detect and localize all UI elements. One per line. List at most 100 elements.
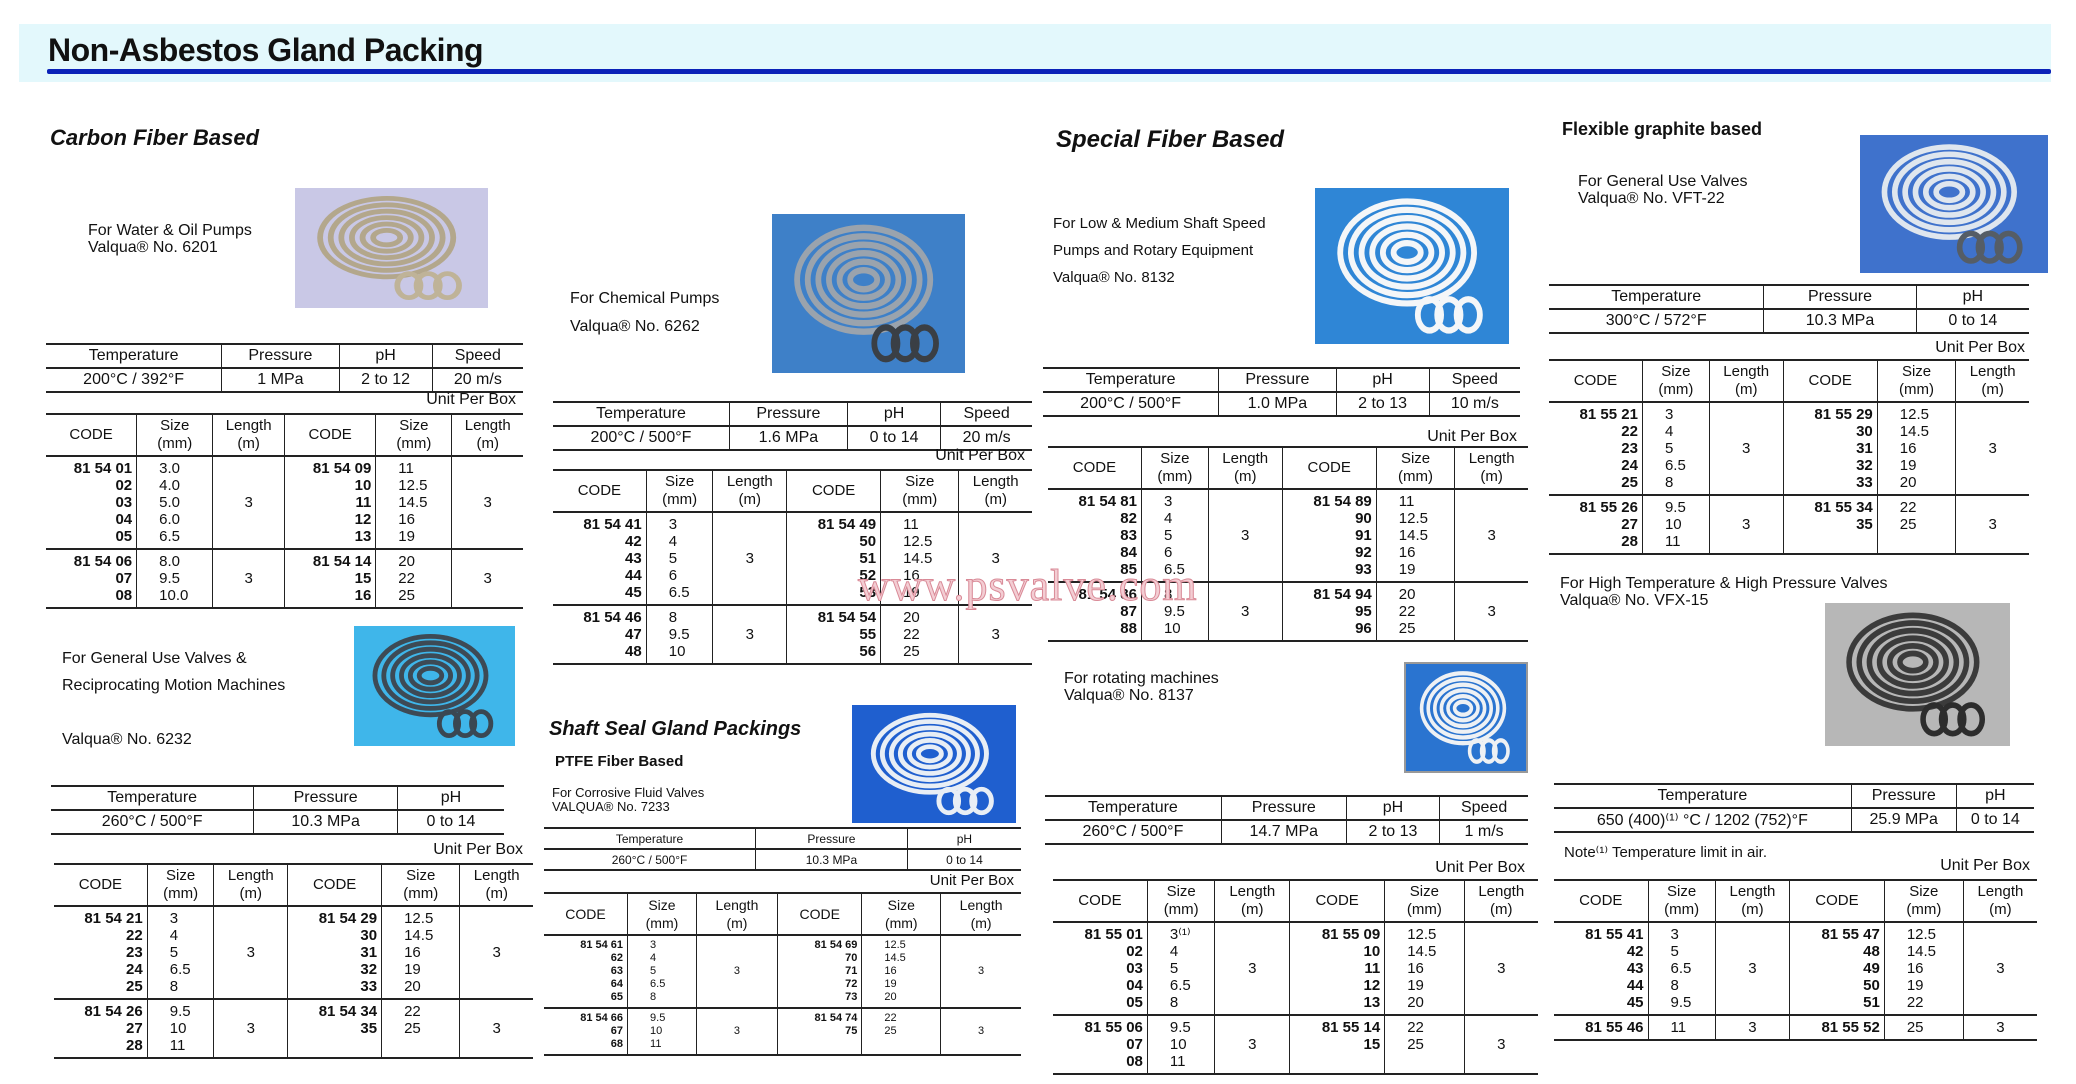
packing-coil [1866, 627, 1960, 697]
product-codes: 81 55 21 22 23 24 25 [1549, 402, 1643, 496]
packing-coil [1856, 620, 1970, 705]
packing-coil [1886, 643, 1939, 682]
column-header: Length (m) [451, 413, 523, 457]
sizes-mm: 11 [1647, 1015, 1716, 1041]
length-m: 3 [712, 605, 787, 665]
spec-header: Temperature [544, 827, 756, 850]
packing-coil [906, 738, 953, 770]
column-header: Size (mm) [1647, 879, 1716, 923]
spec-value: 260°C / 500°F [544, 849, 756, 871]
spec-value: 2 to 12 [338, 368, 433, 393]
column-header: Size (mm) [1384, 879, 1465, 923]
product-codes: 81 54 54 55 56 [786, 605, 881, 665]
packing-ring [394, 271, 424, 300]
packing-coil [1379, 231, 1435, 274]
spec-header: Pressure [1850, 783, 1957, 809]
sizes-mm: 3 5 6.5 8 9.5 [1647, 922, 1716, 1016]
product-codes: 81 54 06 07 08 [46, 549, 137, 609]
table-row: 81 55 41 42 43 44 45 3 5 6.5 8 9.5 3 81 55 … [1554, 922, 2037, 1016]
sizes-mm: 8 9.5 10 [1140, 582, 1209, 642]
column-header: Size (mm) [1876, 359, 1956, 403]
packing-ring [1975, 230, 2004, 264]
product-description-8137: For rotating machines Valqua® No. 8137 [1064, 670, 1219, 704]
spec-value: 10 m/s [1428, 392, 1520, 417]
length-m: 3 [1708, 495, 1784, 555]
product-image-vft-22 [1860, 135, 2048, 273]
packing-coil [399, 653, 462, 698]
packing-coil [390, 646, 471, 705]
spec-header: Pressure [728, 401, 848, 427]
spec-header-row: Temperature Pressure pH Speed [46, 343, 523, 369]
packing-photo [354, 626, 515, 746]
sizes-mm: 9.5 10 11 [1146, 1015, 1215, 1075]
packing-coil [815, 241, 912, 318]
product-image-8132 [1315, 188, 1509, 344]
photo-background [295, 188, 488, 308]
sizes-mm: 8 9.5 10 [645, 605, 713, 665]
photo-background [1860, 135, 2048, 273]
spec-value: 650 (400)⁽¹⁾ °C / 1202 (752)°F [1554, 808, 1852, 833]
product-image-6201 [295, 188, 488, 308]
code-table-vfx-15: CODE Size (mm) Length (m) CODE Size (mm) Leng… [1554, 879, 2037, 1041]
length-m: 3 [940, 935, 1021, 1009]
product-codes: 81 55 34 35 [1782, 495, 1878, 555]
column-header: Length (m) [1955, 359, 2029, 403]
spec-value: 20 m/s [431, 368, 523, 393]
column-header: Length (m) [212, 413, 285, 457]
spec-header: Temperature [1549, 284, 1764, 310]
column-header: CODE [553, 469, 647, 513]
column-header: CODE [1782, 359, 1878, 403]
product-codes: 81 54 41 42 43 44 45 [553, 512, 647, 606]
table-row: 81 54 01 02 03 04 05 3.0 4.0 5.0 6.0 6.5 3… [46, 456, 523, 550]
packing-coil [826, 250, 902, 310]
spec-value-row: 200°C / 500°F 1.0 MPa 2 to 13 10 m/s [1043, 392, 1520, 417]
column-header: Size (mm) [1375, 446, 1455, 490]
length-m: 3 [459, 999, 533, 1059]
code-table-6262: CODE Size (mm) Length (m) CODE Size (mm) Leng… [553, 469, 1032, 665]
length-m: 3 [213, 999, 288, 1059]
product-codes: 81 54 86 87 88 [1048, 582, 1142, 642]
column-header: Length (m) [1708, 359, 1784, 403]
code-table-header-row: CODE Size (mm) Length (m) CODE Size (mm) Leng… [1549, 359, 2029, 403]
packing-ring [890, 324, 920, 363]
length-m: 3 [1207, 489, 1283, 583]
product-codes: 81 54 34 35 [287, 999, 382, 1059]
spec-value-row: 260°C / 500°F 10.3 MPa 0 to 14 [51, 810, 504, 835]
code-table-7233: CODE Size (mm) Length (m) CODE Size (mm) Leng… [544, 892, 1021, 1056]
column-header: CODE [1549, 359, 1643, 403]
product-image-7233 [852, 705, 1016, 823]
packing-ring [453, 709, 478, 738]
sizes-mm: 3 4 5 6.5 8 [627, 935, 697, 1009]
sizes-mm: 20 22 25 [1375, 582, 1455, 642]
sizes-mm: 3⁽¹⁾ 4 5 6.5 8 [1146, 922, 1215, 1016]
packing-photo [1860, 135, 2048, 273]
spec-header: pH [338, 343, 433, 369]
spec-header: pH [1955, 783, 2034, 809]
code-table-6232: CODE Size (mm) Length (m) CODE Size (mm) Leng… [54, 863, 533, 1059]
spec-value: 2 to 13 [1335, 392, 1430, 417]
spec-value: 14.7 MPa [1220, 820, 1347, 845]
packing-ring [1491, 738, 1510, 764]
spec-value: 0 to 14 [906, 849, 1021, 871]
packing-ring [413, 271, 443, 300]
spec-header-row: Temperature Pressure pH [1549, 284, 2029, 310]
packing-ring [909, 324, 939, 363]
packing-coil [1433, 682, 1493, 734]
packing-ring [1957, 702, 1986, 737]
packing-coil [1933, 181, 1966, 204]
column-header: Size (mm) [1641, 359, 1710, 403]
length-m: 3 [1454, 489, 1528, 583]
table-row: 81 54 86 87 88 8 9.5 10 3 81 54 94 95 96 20 … [1048, 582, 1528, 642]
product-codes: 81 55 47 48 49 50 51 [1789, 922, 1885, 1016]
length-m: 3 [1708, 402, 1784, 496]
packing-ring [969, 786, 994, 816]
spec-header-row: Temperature Pressure pH Speed [1045, 795, 1528, 821]
code-table-vft-22: CODE Size (mm) Length (m) CODE Size (mm) Leng… [1549, 359, 2029, 555]
product-description-6232: For General Use Valves & Reciprocating M… [62, 650, 286, 748]
photo-background [1406, 664, 1526, 771]
column-header: Size (mm) [627, 892, 697, 936]
unit-per-box-label: Unit Per Box [935, 447, 1025, 464]
spec-header: Speed [431, 343, 523, 369]
sizes-mm: 25 [1883, 1015, 1964, 1041]
product-description-vft-22: For General Use Valves Valqua® No. VFT-2… [1578, 173, 1748, 207]
